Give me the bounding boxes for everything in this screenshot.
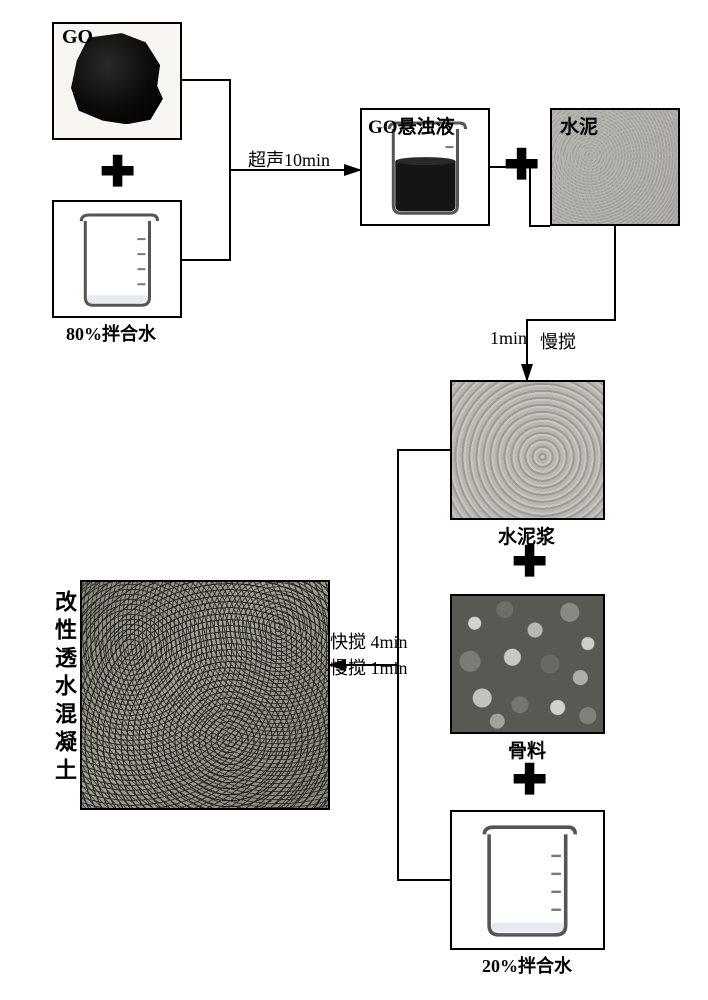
node-cement-paste <box>450 380 605 520</box>
label-cement: 水泥 <box>560 112 598 139</box>
edge-label: 超声10min <box>248 146 330 172</box>
node-product <box>80 580 330 810</box>
edge-label: 快搅 4min <box>330 628 408 654</box>
edge-label: 1min <box>490 328 527 349</box>
label-product: 改性透水混凝土 <box>48 590 80 786</box>
label-go: GO <box>62 26 93 49</box>
node-water-80 <box>52 200 182 318</box>
label-water-80: 80%拌合水 <box>66 320 156 346</box>
plus-icon: ✚ <box>100 152 135 194</box>
node-aggregate <box>450 594 605 734</box>
node-water-20 <box>450 810 605 950</box>
label-go-suspension: GO悬浊液 <box>368 112 455 139</box>
plus-icon: ✚ <box>504 145 539 187</box>
edge-label: 慢搅 <box>540 328 576 354</box>
plus-icon: ✚ <box>512 542 547 584</box>
edge-label: 慢搅 1min <box>330 654 408 680</box>
label-water-20: 20%拌合水 <box>482 952 572 978</box>
plus-icon: ✚ <box>512 760 547 802</box>
